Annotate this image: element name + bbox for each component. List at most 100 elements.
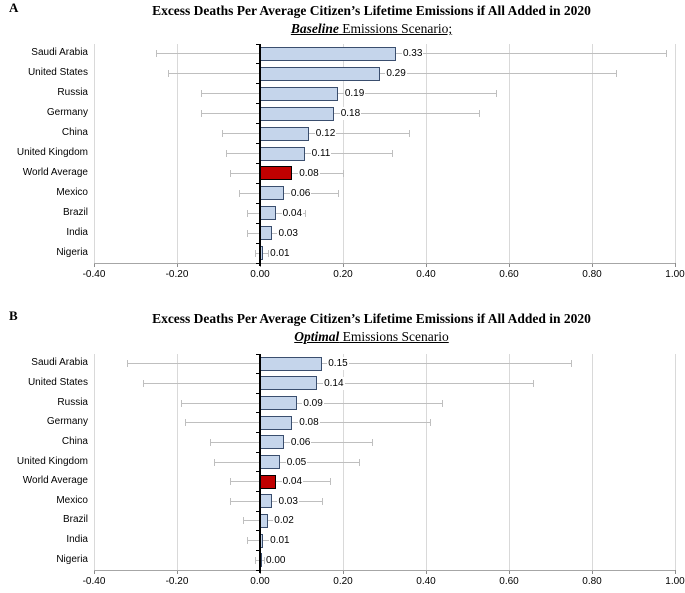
category-label: United States [27,67,88,79]
error-bar-cap [230,478,232,486]
category-axis-tick [255,549,261,551]
bar [259,186,285,201]
value-label: 0.33 [401,47,424,61]
category-label: Russia [57,396,88,408]
category-axis-tick [255,242,261,244]
value-label: 0.14 [323,376,345,390]
value-label: 0.04 [281,206,304,220]
error-bar-cap [255,249,257,257]
error-bar-cap [371,438,373,446]
x-tick-label: -0.20 [165,576,189,587]
category-label: Germany [46,107,88,119]
chart-a-subtitle-emphasis: Baseline [290,21,339,36]
category-axis-tick [255,202,261,204]
bar [259,86,339,101]
error-bar-cap [255,556,257,564]
value-label: 0.00 [265,553,287,567]
error-bar-cap [213,458,215,466]
bar [259,106,334,121]
x-axis-tick [176,570,178,574]
x-tick-label: 0.00 [250,269,270,280]
chart-b-title: Excess Deaths Per Average Citizen’s Life… [152,311,591,326]
category-label: Nigeria [56,553,88,565]
panel-a: A Excess Deaths Per Average Citizen’s Li… [9,0,685,280]
x-axis-tick [425,570,427,574]
x-tick-label: 0.40 [416,576,436,587]
category-label: Mexico [56,186,88,198]
value-label: 0.04 [281,475,304,489]
gridline [93,354,95,570]
x-tick-label: 0.40 [416,269,436,280]
error-bar-cap [408,130,410,138]
bar [259,415,293,430]
gridline [425,354,427,570]
x-tick-label: 0.80 [582,576,602,587]
gridline [674,44,676,263]
value-label: 0.03 [277,494,299,508]
error-bar [230,500,323,502]
error-bar-cap [267,249,269,257]
error-bar-cap [242,517,244,525]
error-bar-cap [168,70,170,78]
error-bar-cap [321,497,323,505]
value-label: 0.12 [314,127,337,141]
value-label: 0.18 [339,107,362,121]
category-axis-tick [255,451,261,453]
category-label: China [61,435,88,447]
bar [259,126,310,141]
error-bar-cap [442,399,444,407]
x-axis-tick [93,263,95,267]
x-tick-label: 0.20 [333,576,353,587]
category-axis-tick [255,373,261,375]
x-tick-label: 0.20 [333,269,353,280]
bar [259,206,276,221]
error-bar-cap [201,110,203,118]
error-bar [230,481,331,483]
gridline [508,354,510,570]
category-axis-tick [255,412,261,414]
chart-a-title: Excess Deaths Per Average Citizen’s Life… [152,3,591,18]
chart-a-subtitle-rest: Emissions Scenario; [338,21,453,36]
panel-a-letter: A [9,0,19,15]
x-axis-tick [674,263,676,267]
error-bar-cap [496,90,498,98]
error-bar [239,192,339,194]
value-label: 0.06 [289,435,312,449]
chart-a-subtitle: Baseline Emissions Scenario; [60,21,683,37]
category-label: China [61,127,88,139]
category-axis-tick [255,392,261,394]
error-bar-cap [479,110,481,118]
error-bar-cap [184,419,186,427]
category-axis-tick [255,83,261,85]
category-axis-tick [255,222,261,224]
chart-b-subtitle: Optimal Emissions Scenario [60,329,683,345]
category-label: United States [27,376,88,388]
x-axis-tick [508,263,510,267]
x-axis-line [94,570,675,571]
category-label: World Average [22,166,88,178]
error-bar-cap [392,150,394,157]
category-axis-tick [255,63,261,65]
error-bar-cap [230,497,232,505]
category-label: United Kingdom [16,455,88,467]
x-axis-tick [591,570,593,574]
category-label: Nigeria [56,246,88,258]
gridline [508,44,510,263]
bar [259,46,397,61]
value-label: 0.09 [302,396,324,410]
value-label: 0.08 [298,166,320,180]
error-bar-cap [247,229,249,237]
error-bar-cap [126,360,128,368]
category-label: World Average [22,475,88,487]
category-axis-tick [255,143,261,145]
error-bar [127,363,572,365]
x-tick-label: 1.00 [665,269,685,280]
error-bar-cap [359,458,361,466]
gridline [93,44,95,263]
bar [259,494,272,509]
value-label: 0.01 [269,534,291,548]
category-label: Mexico [56,494,88,506]
value-label: 0.02 [273,514,295,528]
category-axis-tick [255,569,261,571]
x-axis-tick [176,263,178,267]
